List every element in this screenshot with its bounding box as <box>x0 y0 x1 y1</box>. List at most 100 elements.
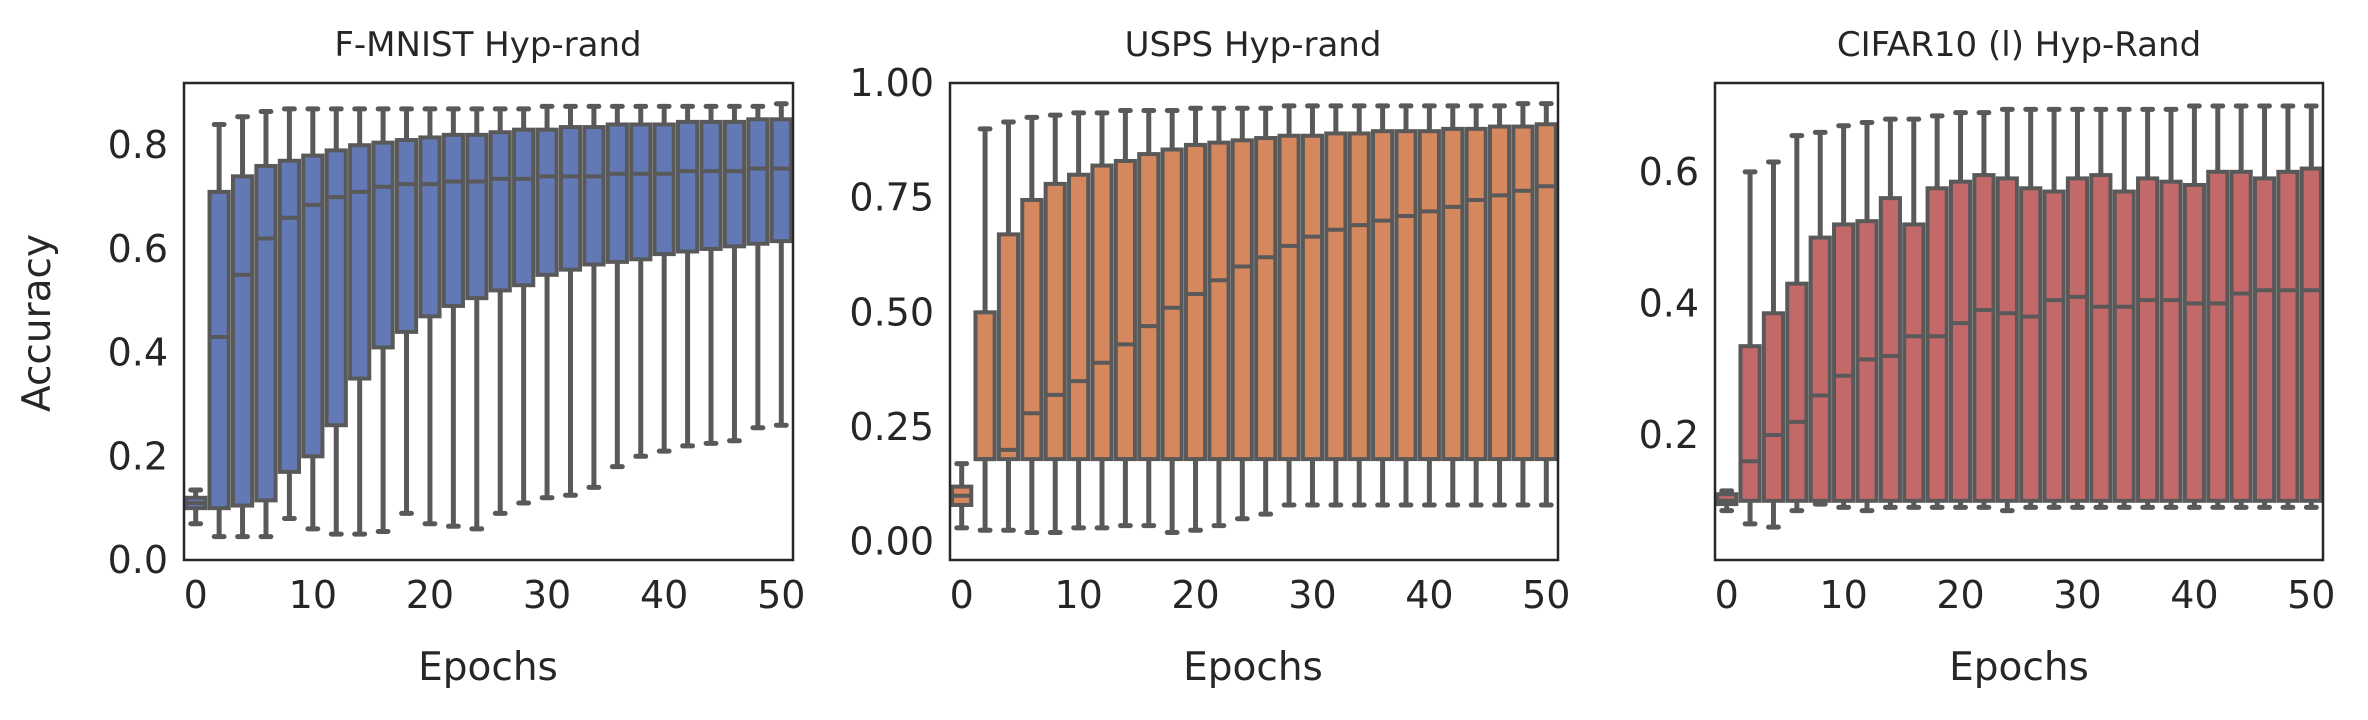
box-iqr <box>418 135 442 319</box>
panel-title: F-MNIST Hyp-rand <box>334 25 641 65</box>
box-iqr <box>605 122 629 264</box>
box-26 <box>1254 105 1278 517</box>
x-tick-label: 40 <box>640 573 688 617</box>
box-iqr <box>1995 176 2019 503</box>
box-14 <box>348 106 372 537</box>
box-iqr <box>558 125 583 272</box>
box-4 <box>996 119 1021 533</box>
y-tick-label: 0.6 <box>1639 150 1699 194</box>
panel-title: CIFAR10 (l) Hyp-Rand <box>1837 25 2201 65</box>
box-iqr <box>2042 189 2066 503</box>
box-26 <box>2019 106 2043 510</box>
box-iqr <box>2299 166 2323 503</box>
x-axis-label: Epochs <box>1183 645 1323 690</box>
box-36 <box>1371 103 1395 508</box>
box-26 <box>488 106 512 516</box>
box-iqr <box>1878 196 1902 503</box>
box-44 <box>1464 103 1488 508</box>
box-22 <box>1207 105 1231 529</box>
box-iqr <box>1394 129 1418 462</box>
box-8 <box>277 106 302 522</box>
y-tick-label: 0.8 <box>108 123 168 167</box>
panel-fmnist: F-MNIST Hyp-rand Epochs 0.0 0.2 0.4 0.6 0.8 0… <box>108 25 806 690</box>
box-24 <box>1230 105 1254 522</box>
box-iqr <box>2136 176 2160 503</box>
y-tick-label: 0.4 <box>1639 281 1699 325</box>
box-38 <box>2159 106 2183 510</box>
box-42 <box>1441 103 1465 508</box>
box-28 <box>2042 106 2066 510</box>
box-8 <box>1808 129 1832 507</box>
x-tick-label: 10 <box>1819 573 1867 617</box>
box-24 <box>1995 106 2019 514</box>
y-tick-label: 0.6 <box>108 227 168 271</box>
axes-frame <box>182 81 795 562</box>
box-6 <box>1785 133 1809 514</box>
box-iqr <box>2276 169 2300 503</box>
box-iqr <box>996 232 1021 462</box>
box-iqr <box>2182 182 2206 503</box>
box-20 <box>418 106 442 527</box>
y-tick-label: 0.2 <box>1639 413 1699 457</box>
box-12 <box>324 106 348 537</box>
box-iqr <box>1113 158 1137 462</box>
box-32 <box>2089 106 2113 510</box>
box-iqr <box>582 125 606 267</box>
box-50 <box>2299 103 2323 510</box>
box-iqr <box>2206 169 2230 503</box>
x-tick-label: 30 <box>1288 573 1336 617</box>
box-6 <box>1020 114 1044 535</box>
box-30 <box>535 103 559 501</box>
y-tick-label: 0.0 <box>108 538 168 582</box>
y-tick-label: 1.00 <box>849 61 934 105</box>
box-20 <box>1183 105 1208 533</box>
box-iqr <box>324 148 348 428</box>
box-32 <box>1324 103 1348 508</box>
box-10 <box>301 106 325 532</box>
box-12 <box>1090 110 1114 531</box>
box-10 <box>1832 123 1856 510</box>
box-28 <box>1277 103 1301 508</box>
x-tick-label: 0 <box>184 573 208 617</box>
box-iqr <box>1277 133 1301 462</box>
box-46 <box>2252 103 2277 510</box>
box-iqr <box>1785 281 1809 503</box>
box-38 <box>1394 103 1418 508</box>
box-iqr <box>465 132 489 301</box>
box-16 <box>1902 116 1926 510</box>
box-iqr <box>1230 138 1254 462</box>
box-iqr <box>722 119 747 249</box>
box-iqr <box>1511 124 1535 462</box>
box-2 <box>1738 169 1762 527</box>
box-iqr <box>1371 129 1395 462</box>
box-iqr <box>348 143 372 381</box>
box-2 <box>973 126 997 533</box>
y-tick-label: 0.25 <box>849 405 934 449</box>
box-34 <box>1347 103 1371 508</box>
panel-usps: USPS Hyp-rand Epochs 0.00 0.25 0.50 0.75 1.0… <box>849 25 1570 690</box>
box-iqr <box>1948 179 1973 503</box>
x-tick-label: 0 <box>1715 573 1739 617</box>
box-22 <box>1972 110 1996 510</box>
box-24 <box>465 106 489 532</box>
box-iqr <box>1487 124 1512 462</box>
box-30 <box>1300 103 1325 508</box>
box-iqr <box>230 174 255 508</box>
x-tick-label: 30 <box>523 573 571 617</box>
box-44 <box>2229 103 2253 510</box>
box-iqr <box>1417 129 1441 462</box>
box-30 <box>2065 106 2090 510</box>
axes-frame <box>948 81 1560 562</box>
x-tick-label: 20 <box>406 573 454 617</box>
box-48 <box>746 103 770 431</box>
box-28 <box>512 106 536 506</box>
box-14 <box>1113 108 1137 529</box>
box-iqr <box>2065 176 2090 503</box>
box-iqr <box>1972 173 1996 503</box>
axes-frame <box>1713 81 2325 562</box>
box-iqr <box>301 153 325 459</box>
box-iqr <box>2019 186 2043 503</box>
x-tick-label: 10 <box>1054 573 1102 617</box>
